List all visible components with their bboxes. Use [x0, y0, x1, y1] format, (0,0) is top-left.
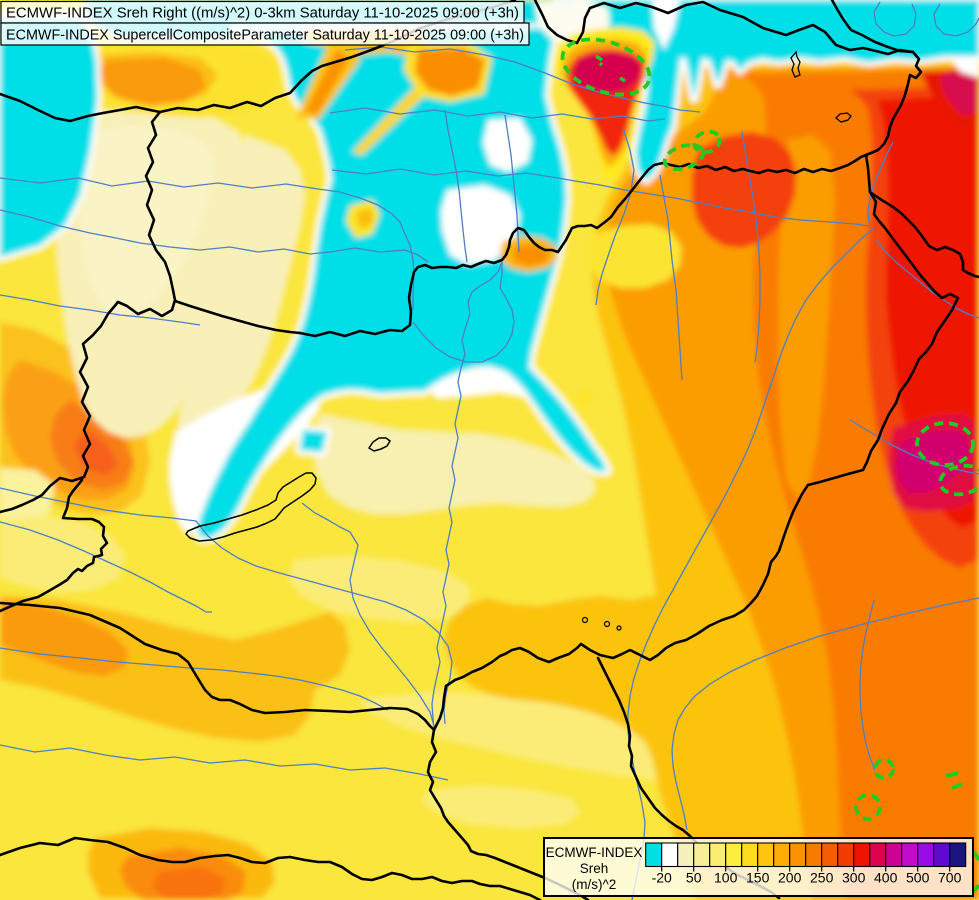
svg-text:200: 200 [778, 870, 802, 886]
svg-text:(m/s)^2: (m/s)^2 [572, 877, 617, 892]
svg-text:ECMWF-INDEX: ECMWF-INDEX [546, 845, 643, 860]
svg-text:ECMWF-INDEX SupercellComposite: ECMWF-INDEX SupercellCompositeParameter … [6, 27, 524, 44]
svg-text:ECMWF-INDEX Sreh Right ((m/s)^: ECMWF-INDEX Sreh Right ((m/s)^2) 0-3km S… [6, 5, 519, 22]
svg-text:Sreh: Sreh [580, 861, 609, 876]
svg-text:250: 250 [810, 870, 834, 886]
svg-text:500: 500 [906, 870, 930, 886]
svg-text:700: 700 [938, 870, 962, 886]
svg-text:150: 150 [746, 870, 770, 886]
svg-text:400: 400 [874, 870, 898, 886]
svg-text:-20: -20 [652, 870, 672, 886]
svg-text:300: 300 [842, 870, 866, 886]
svg-text:50: 50 [686, 870, 702, 886]
svg-text:100: 100 [714, 870, 738, 886]
